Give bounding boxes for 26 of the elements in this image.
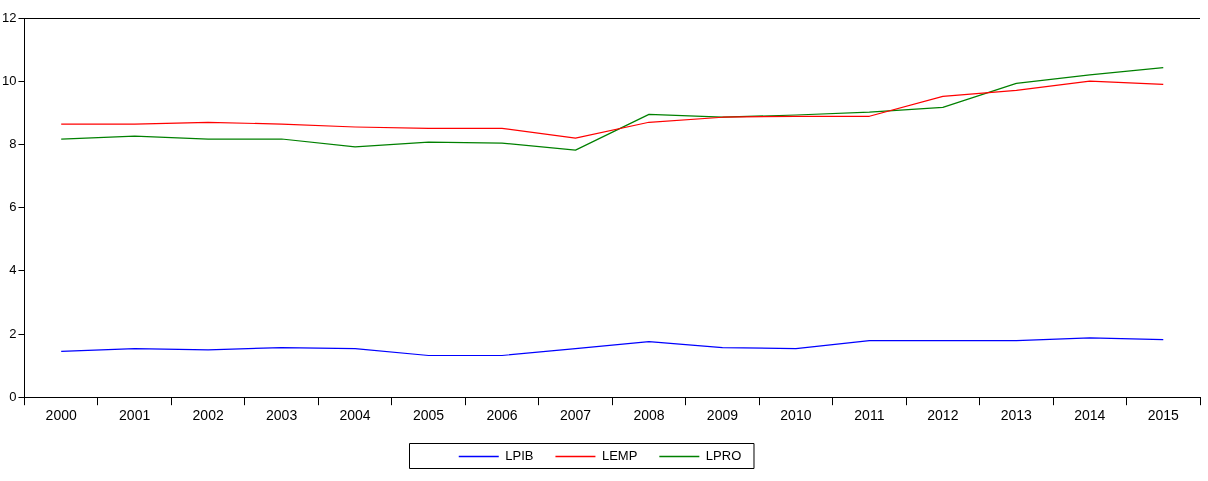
x-tick-label: 2004 [339, 407, 371, 424]
x-tick-label: 2005 [412, 407, 445, 424]
y-tick-label: 4 [9, 262, 17, 278]
x-tick-label: 2008 [633, 407, 665, 424]
x-tick-label: 2003 [266, 407, 298, 424]
y-tick-label: 0 [9, 388, 17, 404]
y-tick-label: 2 [9, 325, 17, 341]
x-tick-label: 2014 [1074, 407, 1106, 424]
y-tick-label: 10 [1, 72, 17, 88]
y-tick-label: 12 [1, 9, 17, 25]
x-tick-label: 2010 [780, 407, 812, 424]
x-tick-label: 2002 [192, 407, 224, 424]
x-tick-label: 2012 [927, 407, 959, 424]
x-tick-label: 2000 [45, 407, 77, 424]
x-tick-label: 2006 [486, 407, 518, 424]
x-tick-label: 2009 [706, 407, 739, 424]
y-tick-label: 6 [9, 199, 17, 215]
legend-label: LPIB [505, 448, 534, 464]
legend-label: LEMP [601, 448, 638, 464]
y-tick-label: 8 [9, 135, 17, 151]
x-tick-label: 2001 [119, 407, 151, 424]
x-tick-label: 2011 [854, 407, 885, 424]
x-tick-label: 2013 [1000, 407, 1033, 424]
x-tick-label: 2007 [559, 407, 592, 424]
legend-label: LPRO [705, 448, 742, 464]
x-tick-label: 2015 [1147, 407, 1180, 424]
